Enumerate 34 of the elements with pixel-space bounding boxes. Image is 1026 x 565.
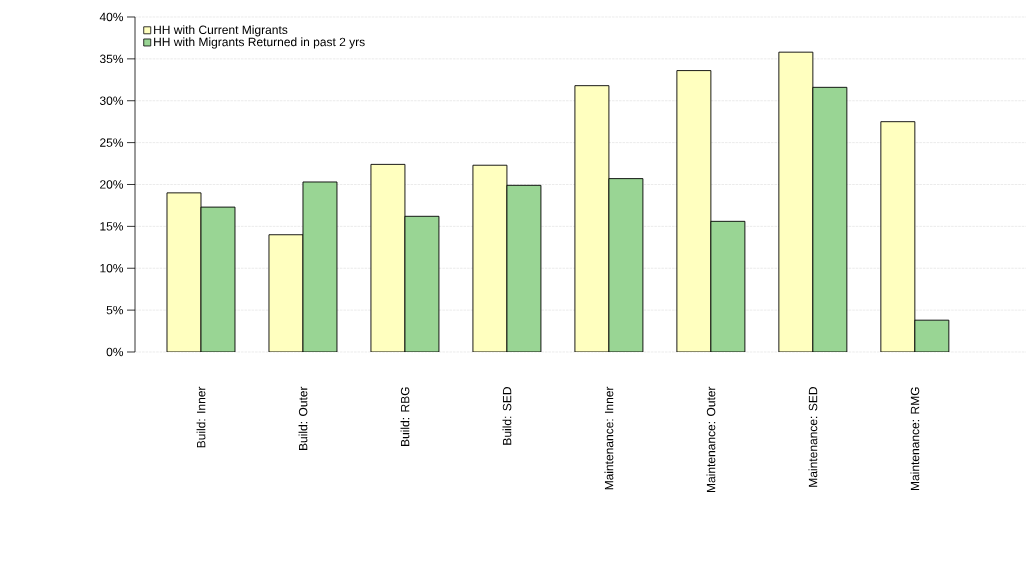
bar (302, 181, 338, 352)
y-tick-label: 10% (100, 263, 124, 273)
bar (574, 85, 610, 352)
x-tick-label: Build: Inner (196, 386, 206, 448)
bar (200, 206, 236, 352)
bar (506, 184, 542, 352)
x-tick-label: Build: SED (502, 387, 512, 445)
bar (710, 220, 746, 352)
bar (268, 234, 304, 352)
y-tick-label: 25% (100, 138, 124, 147)
x-tick-label: Build: RBG (400, 387, 410, 446)
y-tick-label: 30% (99, 96, 124, 105)
x-tick-label: Maintenance: Outer (706, 386, 716, 493)
x-tick-label: Maintenance: Inner (604, 386, 614, 490)
y-tick-label: 5% (106, 305, 124, 315)
x-tick-label: Build: Outer (298, 386, 308, 450)
bar (778, 51, 814, 352)
bar (472, 164, 508, 352)
y-tick-label: 40% (99, 12, 124, 22)
y-tick-label: 20% (100, 180, 124, 189)
y-tick-label: 15% (100, 222, 124, 231)
legend-label: HH with Current Migrants (154, 25, 288, 37)
bar (812, 86, 848, 352)
y-tick-label: 0% (106, 347, 124, 357)
bar (166, 192, 202, 352)
legend-label: HH with Migrants Returned in past 2 yrs (154, 37, 365, 49)
bar (880, 121, 916, 352)
x-tick-label: Maintenance: SED (808, 387, 818, 487)
bar (676, 70, 712, 352)
bar (404, 215, 440, 352)
x-tick-label: Maintenance: RMG (910, 387, 920, 491)
y-tick-label: 35% (99, 54, 124, 64)
bar (608, 178, 644, 352)
bar (370, 163, 406, 352)
